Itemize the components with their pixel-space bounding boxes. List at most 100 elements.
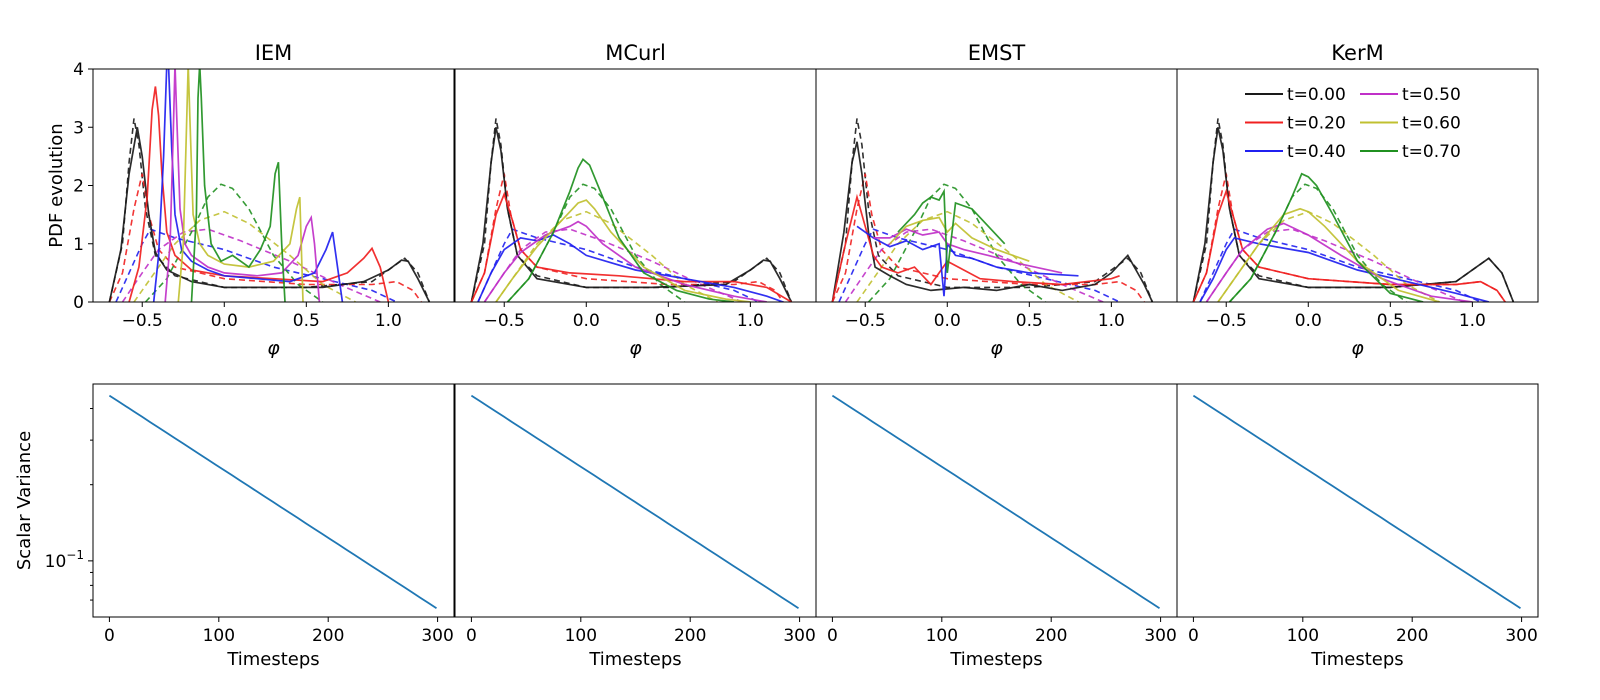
reference-curve-t=0.50: [121, 228, 381, 302]
legend-label: t=0.00: [1287, 85, 1346, 105]
pdf-evolution-row: IEM −0.5 0.0 0.5 1.0 φ 0 1 2 3 4 PDF evolution MCurl…: [46, 41, 1539, 359]
pdf-curves: [470, 118, 793, 302]
x-tick-label: 0.5: [655, 311, 682, 331]
model-curve-t=0.60: [889, 216, 1030, 263]
variance-panel-emst: 0 100 200 300 Timesteps: [815, 383, 1178, 670]
y-tick-label: 0: [73, 293, 84, 313]
model-curve-t=0.40: [1199, 236, 1490, 302]
x-axis-label: Timesteps: [226, 649, 319, 670]
model-curve-t=0.00: [108, 127, 431, 302]
legend: t=0.00 t=0.50 t=0.20 t=0.60 t=0.40 t=0.70: [1245, 85, 1461, 162]
reference-curve-t=0.40: [838, 228, 1120, 302]
reference-curve-t=0.00: [108, 118, 431, 302]
x-tick-label: −0.5: [845, 311, 886, 331]
model-curve-t=0.40: [152, 69, 344, 302]
model-curve-t=0.40: [856, 225, 1079, 297]
variance-line: [108, 394, 437, 609]
x-tick-label: 300: [421, 626, 453, 646]
x-tick-label: 200: [1035, 626, 1067, 646]
y-tick-label: 2: [73, 177, 84, 197]
axes-frame: [815, 383, 1178, 618]
x-tick-label: 0.0: [211, 311, 238, 331]
model-curve-t=0.40: [477, 234, 784, 302]
x-tick-label: 0.5: [1377, 311, 1404, 331]
reference-curve-t=0.00: [1192, 118, 1515, 302]
reference-curve-t=0.00: [831, 118, 1154, 302]
model-curve-t=0.20: [831, 193, 1120, 302]
panel-title: MCurl: [605, 41, 666, 65]
x-axis-label: Timesteps: [949, 649, 1042, 670]
reference-curve-t=0.20: [831, 173, 1145, 302]
model-curve-t=0.50: [1205, 222, 1473, 302]
reference-curve-t=0.70: [144, 183, 324, 302]
panel-title: KerM: [1331, 41, 1383, 65]
model-curve-t=0.70: [190, 69, 286, 302]
x-tick-label: 200: [674, 626, 706, 646]
model-curve-t=0.50: [483, 220, 767, 302]
x-axis-label: φ: [990, 337, 1003, 359]
model-curve-t=0.60: [177, 69, 304, 302]
pdf-panel-mcurl: MCurl −0.5 0.0 0.5 1.0 φ: [454, 41, 817, 359]
variance-panel-iem: 0 100 200 300 Timesteps 10−1 Scalar Variance: [14, 383, 455, 670]
x-tick-label: 0: [1188, 626, 1199, 646]
x-tick-label: 0.0: [934, 311, 961, 331]
model-curve-t=0.20: [470, 191, 792, 302]
model-curve-t=0.20: [128, 86, 390, 302]
model-curve-t=0.70: [1228, 172, 1424, 302]
reference-curve-t=0.20: [108, 173, 422, 302]
model-curve-t=0.00: [470, 127, 793, 302]
variance-line: [1192, 394, 1521, 609]
x-tick-label: 300: [1505, 626, 1537, 646]
legend-label: t=0.40: [1287, 142, 1346, 162]
reference-curve-t=0.70: [867, 183, 1047, 302]
variance-line: [470, 394, 799, 609]
x-tick-label: 300: [783, 626, 815, 646]
variance-panel-mcurl: 0 100 200 300 Timesteps: [454, 383, 817, 670]
model-curve-t=0.50: [873, 228, 1063, 274]
y-tick-label: 4: [73, 60, 84, 80]
x-tick-label: 1.0: [1459, 311, 1486, 331]
pdf-curves: [108, 69, 431, 302]
pdf-panel-kerm: KerM−0.5 0.0 0.5 1.0φt=0.00 t=0.50t=0.20 t=0.…: [1176, 41, 1539, 359]
x-tick-label: 0: [104, 626, 115, 646]
x-tick-label: −0.5: [484, 311, 525, 331]
axes-frame: [1176, 68, 1539, 303]
x-tick-label: 0: [827, 626, 838, 646]
x-axis-label: φ: [629, 337, 642, 359]
model-curve-t=0.70: [897, 188, 1006, 273]
x-tick-label: 0.5: [293, 311, 320, 331]
model-curve-t=0.60: [1217, 207, 1440, 302]
x-tick-label: 100: [565, 626, 597, 646]
reference-curve-t=0.60: [133, 210, 356, 302]
legend-label: t=0.60: [1402, 114, 1461, 134]
pdf-curves: [1192, 118, 1515, 302]
model-curve-t=0.20: [1192, 188, 1506, 302]
x-axis-label: Timesteps: [1310, 649, 1403, 670]
legend-label: t=0.20: [1287, 114, 1346, 134]
y-tick-label: 3: [73, 118, 84, 138]
variance-panel-kerm: 0 100 200 300 Timesteps: [1176, 383, 1539, 670]
x-tick-label: 100: [203, 626, 235, 646]
model-curve-t=0.00: [831, 141, 1154, 302]
x-tick-label: 1.0: [737, 311, 764, 331]
x-tick-label: 1.0: [1098, 311, 1125, 331]
model-curve-t=0.50: [164, 69, 321, 302]
model-curve-t=0.60: [495, 199, 751, 302]
x-axis-label: φ: [267, 337, 280, 359]
panel-title: EMST: [968, 41, 1026, 65]
x-tick-label: 300: [1144, 626, 1176, 646]
x-tick-label: 0.0: [573, 311, 600, 331]
pdf-panel-emst: EMST −0.5 0.0 0.5 1.0 φ: [815, 41, 1178, 359]
x-tick-label: 0.0: [1295, 311, 1322, 331]
x-tick-label: 1.0: [375, 311, 402, 331]
model-curve-t=0.00: [1192, 127, 1515, 302]
x-axis-label: Timesteps: [588, 649, 681, 670]
x-tick-label: 0.5: [1016, 311, 1043, 331]
y-tick-label: 10−1: [45, 548, 84, 572]
x-tick-label: 200: [312, 626, 344, 646]
pdf-panel-iem: IEM −0.5 0.0 0.5 1.0 φ 0 1 2 3 4 PDF evolution: [46, 41, 455, 359]
reference-curve-t=0.60: [1217, 210, 1440, 302]
model-curve-t=0.70: [506, 157, 735, 302]
legend-label: t=0.50: [1402, 85, 1461, 105]
